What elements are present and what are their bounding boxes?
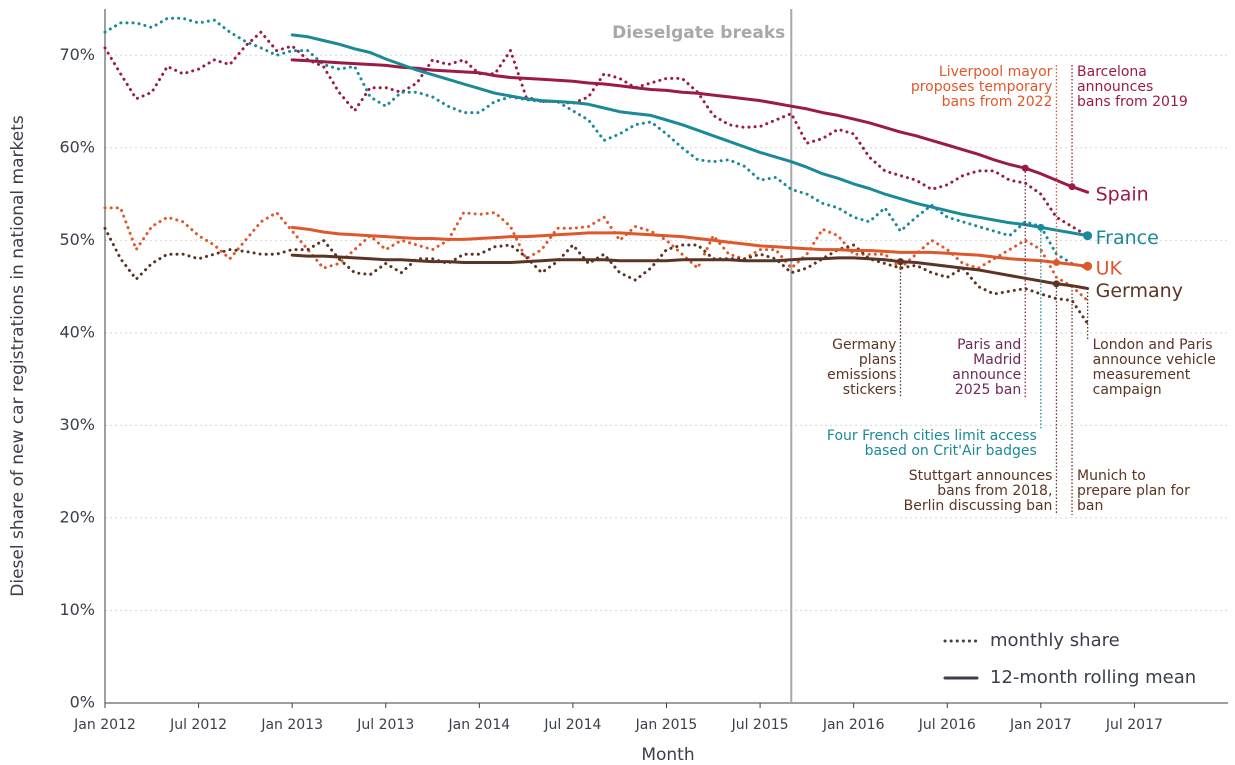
x-tick-label: Jul 2016	[918, 717, 976, 733]
annotation-text: stickers	[843, 382, 897, 398]
annotation-text: Madrid	[973, 352, 1021, 368]
annotation-dot	[1052, 259, 1060, 267]
series-label: UK	[1096, 258, 1123, 280]
x-tick-label: Jul 2012	[169, 717, 227, 733]
annotation-text: emissions	[827, 367, 896, 383]
annotation-text: Stuttgart announces	[909, 468, 1053, 484]
mean-line	[290, 225, 1090, 268]
annotation-dot	[896, 258, 904, 266]
event-label: Dieselgate breaks	[612, 23, 785, 43]
monthly-line	[103, 16, 1090, 270]
annotation-text: London and Paris	[1093, 337, 1213, 353]
x-axis-label: Month	[641, 745, 694, 765]
annotation-text: announce vehicle	[1093, 352, 1216, 368]
x-tick-label: Jan 2012	[73, 717, 136, 733]
annotation-text: Berlin discussing ban	[904, 498, 1053, 514]
annotation-dot	[1021, 164, 1029, 172]
y-axis-label: Diesel share of new car registrations in…	[8, 115, 28, 597]
annotation-dot	[1037, 223, 1045, 231]
y-tick-label: 50%	[59, 230, 95, 249]
legend: monthly share 12-month rolling mean	[943, 630, 1196, 688]
annotation-text: prepare plan for	[1077, 483, 1190, 499]
annotation-text: proposes temporary	[911, 79, 1053, 95]
annotation-text: bans from 2022	[942, 94, 1053, 110]
annotation-text: Munich to	[1077, 468, 1146, 484]
annotation-text: Four French cities limit access	[827, 428, 1037, 444]
annotation-text: bans from 2018,	[937, 483, 1052, 499]
y-tick-label: 10%	[59, 600, 95, 619]
x-tick-label: Jul 2013	[356, 717, 414, 733]
y-tick-label: 60%	[59, 137, 95, 156]
annotation-text: measurement	[1093, 367, 1191, 383]
y-tick-label: 30%	[59, 415, 95, 434]
annotation-text: Barcelona	[1077, 64, 1147, 80]
legend-label: 12-month rolling mean	[990, 667, 1196, 688]
monthly-line	[103, 206, 1090, 302]
end-dot	[1083, 261, 1093, 271]
x-tick-label: Jan 2013	[260, 717, 323, 733]
annotation-text: Germany	[832, 337, 896, 353]
y-tick-label: 70%	[59, 45, 95, 64]
mean-line	[290, 253, 1090, 290]
y-tick-label: 20%	[59, 507, 95, 526]
annotation-text: announces	[1077, 79, 1153, 95]
annotation-text: plans	[859, 352, 897, 368]
x-tick-label: Jul 2017	[1105, 717, 1163, 733]
annotation-text: Paris and	[957, 337, 1021, 353]
series-label: Germany	[1096, 280, 1183, 302]
mean-line	[290, 58, 1090, 194]
annotation-dot	[1052, 280, 1060, 288]
y-tick-label: 0%	[70, 693, 95, 712]
y-tick-label: 40%	[59, 322, 95, 341]
annotation-text: 2025 ban	[955, 382, 1021, 398]
x-tick-label: Jan 2016	[822, 717, 885, 733]
annotation-text: ban	[1077, 498, 1103, 514]
x-tick-label: Jan 2015	[635, 717, 698, 733]
x-tick-label: Jan 2014	[447, 717, 510, 733]
annotation-text: campaign	[1093, 382, 1162, 398]
x-tick-label: Jul 2014	[543, 717, 601, 733]
annotation-text: based on Crit'Air badges	[865, 443, 1037, 459]
mean-line	[290, 33, 1090, 238]
annotation-text: Liverpool mayor	[939, 64, 1053, 80]
annotation-dot	[1068, 183, 1076, 191]
series-label: France	[1096, 227, 1159, 249]
annotation-text: bans from 2019	[1077, 94, 1188, 110]
series-label: Spain	[1096, 184, 1149, 206]
monthly-line	[103, 226, 1090, 326]
monthly-line	[103, 30, 1090, 238]
x-tick-label: Jul 2015	[731, 717, 789, 733]
legend-label: monthly share	[990, 630, 1120, 651]
annotation-text: announce	[952, 367, 1021, 383]
x-tick-label: Jan 2017	[1009, 717, 1072, 733]
end-dot	[1083, 231, 1093, 241]
